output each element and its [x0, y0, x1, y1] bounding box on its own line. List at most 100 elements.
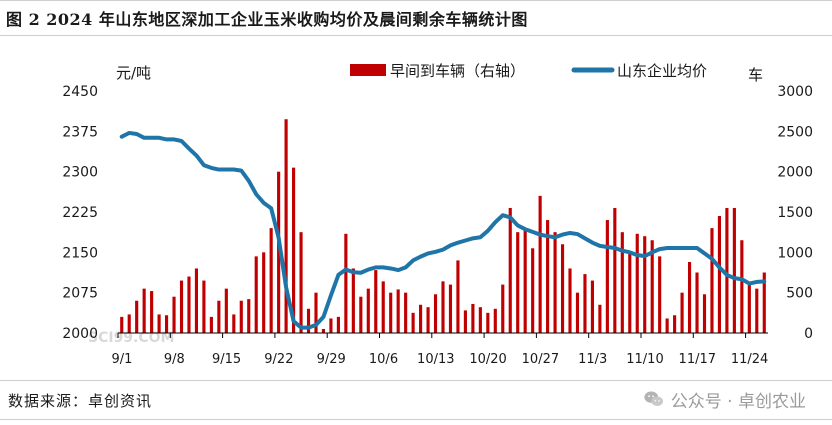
- arrival-bar: [538, 195, 542, 333]
- y-left-unit: 元/吨: [116, 64, 151, 82]
- x-tick-label: 10/27: [522, 352, 559, 367]
- arrival-bar: [187, 276, 191, 333]
- arrival-bar: [321, 328, 326, 333]
- watermark-logo-text: SCI99.COM: [88, 330, 174, 346]
- arrival-bar: [463, 310, 467, 333]
- chart-watermark-logo: SCI99.COM: [88, 330, 174, 346]
- arrival-bar: [560, 244, 565, 333]
- arrival-bar: [381, 281, 385, 333]
- x-tick-label: 10/6: [369, 352, 398, 367]
- arrival-bar: [411, 312, 415, 333]
- x-tick-label: 11/3: [578, 352, 607, 367]
- arrival-bar: [598, 304, 602, 333]
- y-left-tick-label: 2075: [62, 286, 98, 302]
- arrival-bar: [254, 256, 258, 333]
- x-tick-label: 9/22: [264, 352, 293, 367]
- x-tick-label: 9/8: [164, 352, 185, 367]
- arrival-bar: [710, 228, 714, 333]
- arrival-bar: [389, 292, 393, 333]
- arrival-bar: [732, 207, 736, 333]
- arrival-bar: [762, 272, 766, 333]
- x-tick-label: 9/15: [212, 352, 241, 367]
- arrival-bar: [643, 236, 647, 333]
- x-tick-label: 11/24: [731, 352, 768, 367]
- arrival-bar: [306, 308, 311, 333]
- x-tick-label: 9/29: [317, 352, 346, 367]
- arrival-bar: [613, 207, 617, 333]
- arrival-bar: [336, 316, 340, 333]
- arrival-bar: [419, 304, 423, 333]
- source-bar: 数据来源：卓创资讯: [0, 380, 832, 420]
- arrival-bar: [628, 252, 632, 333]
- y-left-tick-label: 2300: [62, 165, 98, 181]
- legend-bar-label: 早间到车辆（右轴）: [390, 62, 525, 80]
- arrival-bar: [209, 316, 213, 333]
- arrival-bar: [396, 289, 400, 333]
- y-right-tick-label: 2000: [777, 165, 813, 181]
- arrival-bar: [202, 280, 206, 333]
- arrival-bar: [605, 220, 609, 333]
- arrival-bar: [269, 228, 273, 333]
- arrival-bar: [695, 272, 699, 333]
- arrival-bar: [374, 270, 378, 333]
- x-tick-label: 11/17: [679, 352, 716, 367]
- arrival-bar: [448, 284, 453, 333]
- arrival-bar: [508, 207, 512, 333]
- y-right-tick-label: 1000: [777, 245, 813, 261]
- watermark-text: 公众号 · 卓创农业: [670, 391, 806, 412]
- arrival-bar: [665, 318, 669, 333]
- arrival-bar: [344, 233, 348, 333]
- y-left-tick-label: 2150: [62, 245, 98, 261]
- legend-bar-swatch: [350, 64, 386, 76]
- x-tick-label: 9/1: [112, 352, 133, 367]
- arrival-bar: [531, 248, 535, 333]
- arrival-bar: [351, 268, 355, 333]
- price-line: [119, 130, 767, 330]
- arrival-bar: [433, 294, 438, 333]
- arrival-bar: [456, 260, 460, 333]
- arrival-bar: [247, 299, 251, 333]
- arrival-bar: [277, 171, 281, 333]
- y-left-tick-label: 2375: [62, 124, 98, 140]
- arrival-bar: [523, 228, 527, 333]
- y-right-tick-label: 3000: [777, 84, 813, 100]
- y-right-tick-label: 1500: [777, 205, 813, 221]
- arrival-bar: [441, 281, 445, 333]
- y-right-tick-label: 500: [786, 286, 813, 302]
- arrival-bar: [755, 288, 759, 333]
- chart-title-bar: 图 2 2024 年山东地区深加工企业玉米收购均价及晨间剩余车辆统计图: [0, 0, 832, 36]
- y-right-unit: 车: [748, 66, 763, 84]
- arrival-bar: [493, 308, 497, 333]
- chart-title: 图 2 2024 年山东地区深加工企业玉米收购均价及晨间剩余车辆统计图: [6, 10, 528, 29]
- arrival-bar: [292, 167, 296, 333]
- bar-series-arrivals: [120, 119, 766, 333]
- arrival-bar: [157, 314, 161, 333]
- arrival-bar: [366, 288, 370, 333]
- arrival-bar: [687, 262, 692, 333]
- arrival-bar: [314, 292, 318, 333]
- arrival-bar: [120, 316, 124, 333]
- arrival-bar: [575, 292, 580, 333]
- dual-axis-chart: SCI99.COM 2000 2075 2150 2225 2300 2375 2450 0 5…: [62, 62, 813, 367]
- arrival-bar: [650, 240, 654, 333]
- arrival-bar: [299, 232, 303, 333]
- chart-legend: 早间到车辆（右轴） 山东企业均价: [350, 62, 707, 80]
- x-tick-label: 10/20: [469, 352, 506, 367]
- arrival-bar: [135, 300, 139, 333]
- arrival-bar: [426, 307, 430, 333]
- y-left-tick-label: 2225: [62, 205, 98, 221]
- arrival-bar: [673, 315, 677, 333]
- arrival-bar: [224, 288, 228, 333]
- arrival-bar: [516, 232, 520, 333]
- arrival-bar: [583, 274, 587, 333]
- x-tick-label: 11/10: [626, 352, 663, 367]
- line-series-price: [119, 130, 767, 330]
- arrival-bar: [486, 312, 490, 333]
- arrival-bar: [194, 268, 199, 333]
- x-tick-label: 10/13: [417, 352, 454, 367]
- y-left-tick-label: 2450: [62, 84, 98, 100]
- arrival-bar: [553, 232, 557, 333]
- data-source-note: 数据来源：卓创资讯: [8, 391, 153, 410]
- arrival-bar: [478, 307, 482, 333]
- arrival-bar: [546, 220, 550, 333]
